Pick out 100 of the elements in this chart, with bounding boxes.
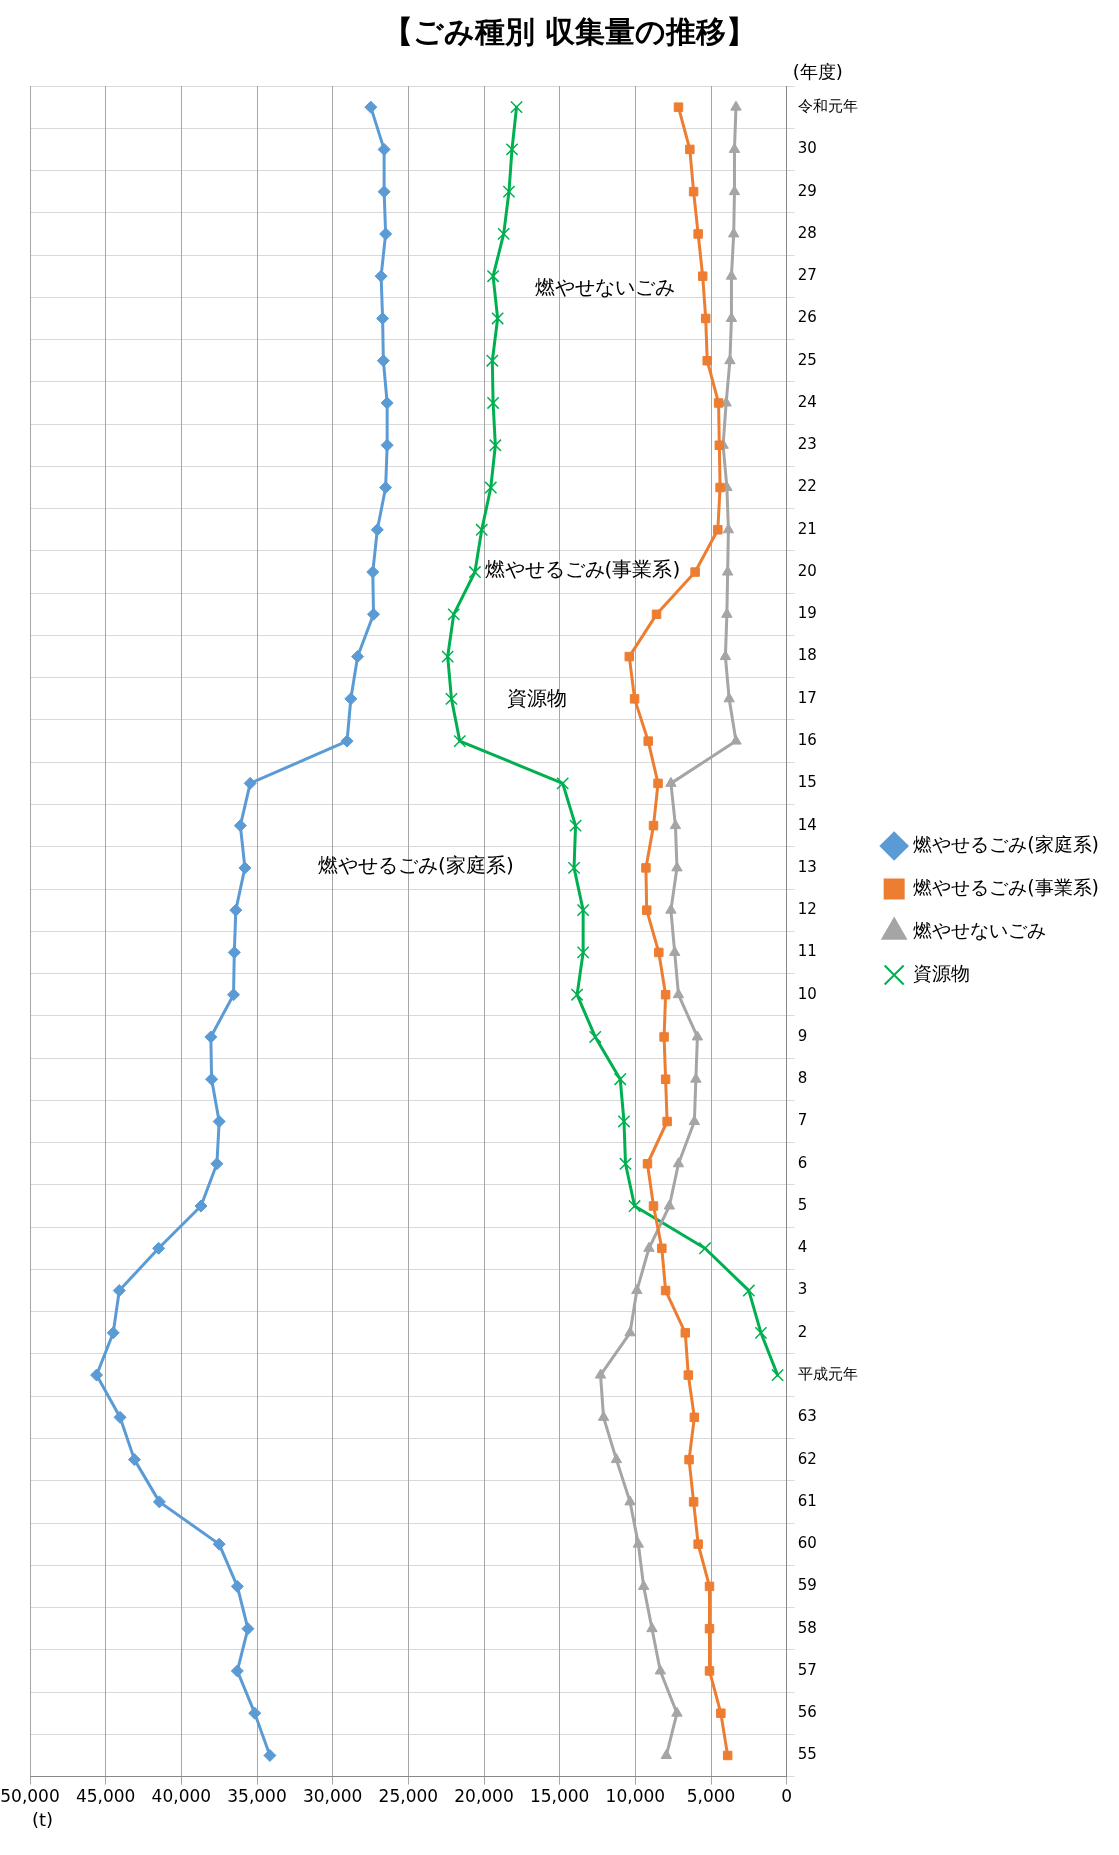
point bbox=[447, 607, 461, 621]
point bbox=[689, 1412, 700, 1423]
point bbox=[370, 523, 384, 537]
y-tick-label: 平成元年 bbox=[797, 1364, 858, 1383]
point bbox=[704, 1623, 715, 1634]
y-tick-label: 61 bbox=[797, 1491, 817, 1510]
point bbox=[376, 311, 390, 325]
x-tick-label: 25,000 bbox=[378, 1786, 439, 1807]
point bbox=[643, 1241, 655, 1252]
legend-label: 燃やせるごみ(事業系) bbox=[913, 875, 1099, 898]
y-tick-label: 29 bbox=[797, 181, 817, 200]
point bbox=[648, 820, 659, 831]
point bbox=[690, 567, 700, 577]
point bbox=[212, 1114, 226, 1128]
x-tick-label: 0 bbox=[781, 1786, 793, 1807]
point bbox=[212, 1537, 226, 1551]
y-tick-label: 8 bbox=[797, 1069, 808, 1088]
y-tick-label: 58 bbox=[797, 1618, 817, 1637]
y-tick-label: 23 bbox=[797, 435, 817, 454]
point bbox=[204, 1030, 218, 1044]
y-tick-label: 28 bbox=[797, 223, 817, 242]
point bbox=[379, 481, 393, 495]
point bbox=[643, 736, 653, 746]
point bbox=[238, 861, 252, 875]
point bbox=[367, 607, 381, 621]
point bbox=[704, 1666, 715, 1676]
point bbox=[377, 185, 391, 199]
point bbox=[567, 861, 581, 875]
y-tick-label: 13 bbox=[797, 857, 817, 876]
point bbox=[688, 186, 699, 197]
point bbox=[340, 734, 354, 748]
annotation: 資源物 bbox=[506, 685, 567, 710]
point bbox=[624, 1326, 636, 1337]
point bbox=[684, 1454, 694, 1465]
point bbox=[632, 1537, 645, 1548]
point bbox=[152, 1241, 166, 1255]
point bbox=[641, 863, 651, 873]
point bbox=[642, 1159, 653, 1169]
point bbox=[570, 988, 584, 1002]
point bbox=[617, 1115, 631, 1128]
point bbox=[665, 776, 677, 787]
y-tick-label: 55 bbox=[797, 1745, 817, 1764]
point bbox=[704, 1581, 715, 1592]
point bbox=[113, 1410, 127, 1424]
y-tick-label: 27 bbox=[797, 266, 817, 285]
point bbox=[619, 1157, 632, 1171]
point bbox=[730, 734, 742, 745]
y-tick-label: 30 bbox=[797, 139, 817, 158]
point bbox=[576, 946, 590, 959]
point bbox=[714, 440, 725, 450]
point bbox=[233, 819, 247, 833]
point bbox=[445, 692, 458, 706]
x-tick-label: 5,000 bbox=[686, 1786, 736, 1807]
legend-label: 燃やせないごみ bbox=[913, 918, 1047, 941]
y-tick-label: 12 bbox=[797, 900, 817, 919]
x-tick-label: 30,000 bbox=[302, 1786, 363, 1807]
point bbox=[660, 1285, 671, 1296]
y-tick-label: 14 bbox=[797, 815, 817, 834]
point bbox=[673, 102, 684, 112]
y-tick-label: 26 bbox=[797, 308, 817, 327]
point bbox=[654, 947, 664, 958]
y-tick-label: 62 bbox=[797, 1449, 817, 1468]
point bbox=[351, 650, 365, 664]
point bbox=[376, 354, 390, 368]
chart-title: 【ごみ種別 収集量の推移】 bbox=[382, 13, 757, 49]
point bbox=[90, 1368, 104, 1382]
point bbox=[610, 1453, 623, 1464]
y-tick-label: 56 bbox=[797, 1703, 817, 1722]
y-tick-label: 3 bbox=[797, 1280, 808, 1299]
point bbox=[631, 1284, 643, 1295]
y-tick-label: 令和元年 bbox=[797, 97, 858, 116]
point bbox=[366, 565, 380, 579]
point bbox=[722, 523, 735, 534]
y-tick-label: 6 bbox=[797, 1153, 808, 1172]
x-tick-label: 45,000 bbox=[75, 1786, 136, 1807]
point bbox=[730, 100, 742, 111]
point bbox=[127, 1453, 141, 1467]
point bbox=[742, 1284, 756, 1297]
y-tick-label: 7 bbox=[797, 1111, 808, 1130]
point bbox=[497, 227, 511, 241]
annotation: 燃やせるごみ(家庭系) bbox=[318, 853, 514, 878]
point bbox=[653, 778, 663, 789]
point bbox=[576, 903, 590, 917]
y-tick-label: 15 bbox=[797, 773, 817, 792]
point bbox=[475, 523, 489, 537]
point bbox=[510, 100, 523, 114]
point bbox=[243, 776, 257, 790]
point bbox=[713, 525, 723, 535]
x-tick-label: 20,000 bbox=[454, 1786, 514, 1807]
point bbox=[230, 1664, 244, 1678]
point bbox=[660, 989, 671, 1000]
y-tick-label: 22 bbox=[797, 477, 817, 496]
point bbox=[569, 819, 582, 833]
y-tick-label: 4 bbox=[797, 1238, 808, 1257]
x-tick-label: 15,000 bbox=[529, 1786, 590, 1807]
point bbox=[700, 313, 711, 324]
point bbox=[665, 903, 677, 914]
y-tick-label: 5 bbox=[797, 1195, 808, 1214]
point bbox=[654, 1664, 667, 1675]
point bbox=[685, 144, 695, 155]
